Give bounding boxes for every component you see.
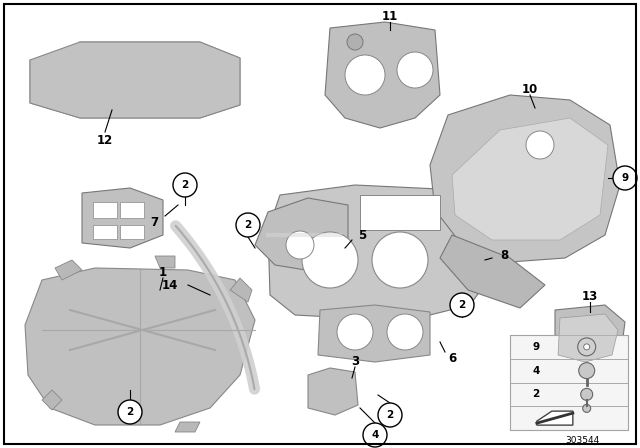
Text: 303544: 303544 [565,435,599,444]
Bar [360,195,440,230]
Polygon shape [25,268,255,425]
Circle shape [584,344,589,350]
Polygon shape [55,260,82,280]
Circle shape [173,173,197,197]
Circle shape [450,293,474,317]
Text: 2: 2 [244,220,252,230]
Circle shape [582,405,591,412]
Polygon shape [30,42,80,68]
Circle shape [580,388,593,401]
Text: 2: 2 [532,389,540,399]
Polygon shape [440,235,545,308]
Text: 9: 9 [532,342,540,352]
Circle shape [397,52,433,88]
Polygon shape [155,256,175,268]
Polygon shape [537,411,573,425]
Polygon shape [255,198,348,272]
Circle shape [286,231,314,259]
Polygon shape [452,118,608,240]
Circle shape [337,314,373,350]
Bar [120,225,144,239]
Circle shape [526,131,554,159]
Bar [93,225,117,239]
Circle shape [387,314,423,350]
Circle shape [578,338,596,356]
Polygon shape [30,42,240,118]
Polygon shape [175,422,200,432]
Polygon shape [308,368,358,415]
Polygon shape [430,95,620,262]
Polygon shape [200,42,240,70]
Circle shape [579,362,595,379]
Polygon shape [42,390,62,410]
Text: 3: 3 [351,354,359,367]
Text: 12: 12 [97,134,113,146]
Circle shape [372,232,428,288]
Text: 13: 13 [582,289,598,302]
Bar [510,335,628,359]
Text: 2: 2 [458,300,466,310]
Text: 2: 2 [181,180,189,190]
Circle shape [347,34,363,50]
Text: 9: 9 [621,173,628,183]
Polygon shape [268,185,490,318]
Text: 8: 8 [500,249,508,262]
Circle shape [118,400,142,424]
Text: 5: 5 [358,228,366,241]
Text: 6: 6 [448,352,456,365]
Circle shape [363,423,387,447]
Text: 1: 1 [159,266,167,279]
Text: 10: 10 [522,82,538,95]
Polygon shape [558,314,618,362]
Polygon shape [82,188,163,248]
Text: 14: 14 [162,279,178,292]
Polygon shape [230,278,252,302]
Circle shape [345,55,385,95]
Circle shape [378,403,402,427]
Bar [510,406,628,430]
Text: 4: 4 [532,366,540,375]
Polygon shape [318,305,430,362]
Circle shape [236,213,260,237]
Polygon shape [30,42,240,118]
Text: 2: 2 [126,407,134,417]
Bar [510,335,628,430]
Polygon shape [325,22,440,128]
Bar [510,383,628,406]
Text: 2: 2 [387,410,394,420]
Text: 7: 7 [150,215,158,228]
Text: 4: 4 [371,430,379,440]
Bar [120,202,144,218]
Circle shape [613,166,637,190]
Bar [510,359,628,383]
Bar [93,202,117,218]
Text: 11: 11 [382,9,398,22]
Polygon shape [555,305,625,372]
Circle shape [302,232,358,288]
